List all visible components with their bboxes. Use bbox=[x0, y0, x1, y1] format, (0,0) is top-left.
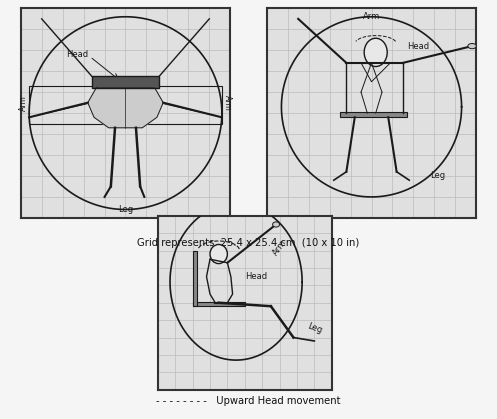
Text: Head: Head bbox=[66, 50, 88, 59]
Text: Head: Head bbox=[407, 41, 429, 51]
Text: Arm: Arm bbox=[271, 238, 288, 257]
Text: - - - - - - - -   Upward Head movement: - - - - - - - - Upward Head movement bbox=[156, 396, 341, 406]
Bar bbox=[193, 251, 197, 306]
Bar bbox=[340, 112, 407, 117]
Polygon shape bbox=[88, 88, 163, 128]
Text: Grid represents  25.4 x 25.4 cm  (10 x 10 in): Grid represents 25.4 x 25.4 cm (10 x 10 … bbox=[137, 238, 360, 248]
Ellipse shape bbox=[468, 44, 476, 49]
Text: Arm: Arm bbox=[363, 11, 380, 21]
Ellipse shape bbox=[210, 244, 228, 264]
Bar bbox=[29, 86, 222, 124]
Text: Head: Head bbox=[245, 272, 267, 281]
Text: Leg: Leg bbox=[430, 171, 445, 181]
Text: Arm: Arm bbox=[19, 95, 28, 111]
Bar bbox=[193, 302, 245, 306]
Text: Leg: Leg bbox=[118, 205, 133, 214]
Text: Arm: Arm bbox=[223, 95, 232, 111]
Ellipse shape bbox=[364, 38, 387, 67]
Bar bbox=[92, 76, 159, 88]
Ellipse shape bbox=[272, 222, 279, 227]
Text: Leg: Leg bbox=[306, 322, 323, 336]
